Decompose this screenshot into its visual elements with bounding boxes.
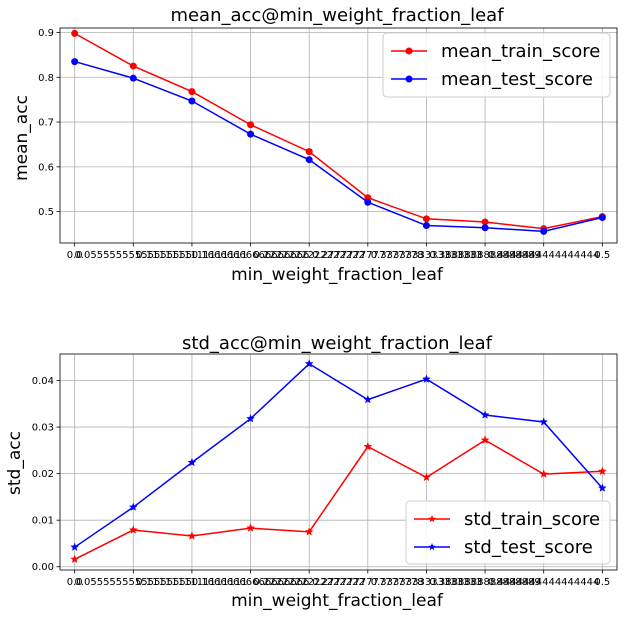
- mean-acc-chart: mean_acc@min_weight_fraction_leaf min_we…: [12, 5, 618, 285]
- y-tick-label: 0.6: [38, 162, 54, 173]
- legend-label: std_train_score: [464, 509, 600, 530]
- data-point-std_test_score: [421, 374, 431, 383]
- legend: mean_train_score mean_test_score: [382, 32, 611, 98]
- x-axis-label: min_weight_fraction_leaf: [231, 265, 444, 285]
- data-point-mean_test_score: [422, 222, 430, 230]
- legend: std_train_score std_test_score: [405, 500, 611, 565]
- data-point-mean_test_score: [305, 156, 313, 164]
- legend-box: [382, 32, 611, 98]
- legend-label: mean_test_score: [441, 69, 593, 90]
- y-tick-label: 0.8: [38, 73, 54, 84]
- plot-frame: [59, 27, 618, 244]
- y-tick-label: 0.5: [38, 207, 54, 218]
- x-tick-label: 0.16666666666666666: [192, 250, 310, 261]
- x-tick-label: 0.16666666666666666: [192, 577, 310, 588]
- x-tick-label: 0.3888888888888889: [429, 577, 540, 588]
- data-point-std_test_score: [187, 457, 197, 467]
- data-point-mean_train_score: [247, 121, 255, 129]
- data-point-std_train_score: [70, 554, 80, 564]
- legend-marker: [428, 515, 436, 523]
- y-axis-label: std_acc: [5, 431, 25, 495]
- data-point-std_train_score: [128, 525, 138, 534]
- x-tick-label: 0.2777777777777778: [312, 577, 423, 588]
- data-point-mean_train_score: [305, 148, 313, 156]
- data-point-std_train_score: [363, 441, 373, 451]
- legend-label: std_test_score: [464, 537, 593, 558]
- data-point-mean_train_score: [129, 62, 137, 70]
- data-point-std_test_score: [70, 542, 80, 552]
- data-point-std_test_score: [539, 417, 549, 426]
- x-tick-label: 0.3333333333333333: [371, 577, 482, 588]
- data-point-mean_test_score: [129, 74, 137, 82]
- data-point-std_train_score: [187, 531, 197, 540]
- y-tick-label: 0.9: [38, 28, 54, 39]
- x-tick-label: 0.05555555555555555: [74, 577, 192, 588]
- x-tick-label: 0.4444444444444444: [488, 250, 599, 261]
- series-line-mean_train_score: [74, 32, 603, 230]
- y-tick-label: 0.02: [32, 469, 54, 480]
- y-tick-label: 0.01: [32, 516, 54, 527]
- x-tick-label: 0.0: [67, 577, 83, 588]
- data-point-mean_train_score: [481, 218, 489, 226]
- data-point-std_test_score: [304, 359, 314, 368]
- plot-frame: [59, 353, 618, 571]
- y-tick-label: 0.00: [32, 562, 54, 573]
- data-point-mean_train_score: [422, 215, 430, 223]
- x-tick-label: 0.4444444444444444: [488, 577, 599, 588]
- x-tick-label: 0.2222222222222222: [254, 250, 365, 261]
- x-tick-label: 0.05555555555555555: [74, 250, 192, 261]
- data-point-std_test_score: [363, 394, 373, 404]
- x-tick-label: 0.2222222222222222: [254, 577, 365, 588]
- data-point-std_test_score: [597, 483, 607, 492]
- data-point-std_train_score: [597, 466, 607, 476]
- x-tick-label: 0.0: [67, 250, 83, 261]
- data-point-mean_test_score: [540, 227, 548, 235]
- x-tick-label: 0.5: [594, 577, 610, 588]
- data-point-std_train_score: [246, 523, 256, 532]
- data-point-mean_train_score: [71, 29, 79, 37]
- data-point-mean_test_score: [364, 198, 372, 206]
- data-point-mean_test_score: [71, 58, 79, 66]
- data-point-std_train_score: [421, 472, 431, 482]
- data-point-std_test_score: [128, 502, 138, 511]
- y-axis-label: mean_acc: [12, 95, 32, 181]
- chart-title: std_acc@min_weight_fraction_leaf: [182, 333, 493, 354]
- legend-label: mean_train_score: [441, 41, 600, 62]
- data-point-mean_test_score: [247, 130, 255, 138]
- x-tick-label: 0.5: [594, 250, 610, 261]
- data-point-std_train_score: [539, 469, 549, 478]
- data-point-mean_test_score: [188, 97, 196, 105]
- data-point-std_train_score: [304, 527, 314, 536]
- x-tick-label: 0.3333333333333333: [371, 250, 482, 261]
- chart-title: mean_acc@min_weight_fraction_leaf: [170, 5, 504, 26]
- data-point-mean_test_score: [481, 224, 489, 232]
- x-tick-label: 0.3888888888888889: [429, 250, 540, 261]
- legend-marker: [405, 75, 413, 83]
- data-point-mean_train_score: [188, 88, 196, 96]
- y-tick-label: 0.04: [32, 376, 54, 387]
- legend-marker: [428, 543, 436, 551]
- x-axis-label: min_weight_fraction_leaf: [231, 591, 444, 611]
- x-tick-label: 0.2777777777777778: [312, 250, 423, 261]
- legend-marker: [405, 47, 413, 55]
- data-point-std_test_score: [480, 410, 490, 419]
- y-tick-label: 0.03: [32, 423, 54, 434]
- data-point-mean_test_score: [598, 213, 606, 221]
- series-line-std_test_score: [74, 362, 603, 548]
- data-point-std_train_score: [480, 435, 490, 444]
- data-point-std_test_score: [246, 413, 256, 423]
- series-line-std_train_score: [74, 439, 603, 560]
- x-tick-label: 0.1111111111111111: [136, 577, 247, 588]
- std-acc-chart: std_acc@min_weight_fraction_leaf min_wei…: [5, 333, 618, 611]
- series-line-mean_test_score: [74, 60, 603, 233]
- y-tick-label: 0.7: [38, 118, 54, 129]
- legend-box: [405, 500, 611, 565]
- x-tick-label: 0.1111111111111111: [136, 250, 247, 261]
